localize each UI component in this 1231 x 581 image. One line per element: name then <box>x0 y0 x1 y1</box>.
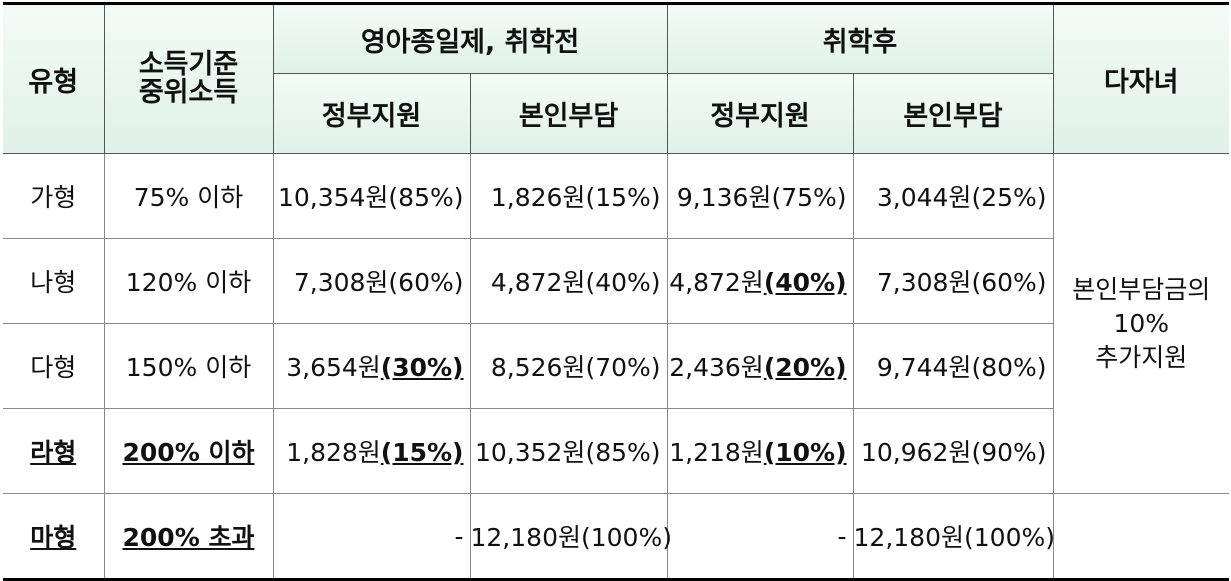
row-type: 다형 <box>3 323 105 409</box>
row-g1-gov: 1,828원(15%) <box>272 408 471 494</box>
row-g1-gov: 7,308원(60%) <box>272 238 471 324</box>
row-type: 마형 <box>3 493 105 580</box>
multi-child-empty <box>1052 493 1230 580</box>
header-group-preschool: 영아종일제, 취학전 <box>272 3 668 74</box>
row-type: 나형 <box>3 238 105 324</box>
row-g2-self: 7,308원(60%) <box>852 238 1054 324</box>
row-g2-gov: - <box>666 493 854 580</box>
table-row: 가형 75% 이하 10,354원(85%) 1,826원(15%) 9,136… <box>3 153 1230 494</box>
row-g1-gov: 10,354원(85%) <box>272 153 471 239</box>
row-g2-gov: 4,872원(40%) <box>666 238 854 324</box>
row-g2-self: 10,962원(90%) <box>852 408 1054 494</box>
row-g1-gov: - <box>272 493 471 580</box>
row-type: 라형 <box>3 408 105 494</box>
row-g1-self: 8,526원(70%) <box>469 323 668 409</box>
header-g1-self: 본인부담 <box>469 73 668 154</box>
header-income: 소득기준 중위소득 <box>103 3 274 154</box>
row-income: 75% 이하 <box>103 153 274 239</box>
row-g1-self: 12,180원(100%) <box>469 493 672 580</box>
row-type: 가형 <box>3 153 105 239</box>
row-g2-self: 12,180원(100%) <box>852 493 1055 580</box>
row-g1-self: 1,826원(15%) <box>469 153 668 239</box>
multi-child-note: 본인부담금의 10% 추가지원 <box>1052 153 1230 494</box>
row-income: 150% 이하 <box>103 323 274 409</box>
row-g2-gov: 1,218원(10%) <box>666 408 854 494</box>
header-g2-gov: 정부지원 <box>666 73 854 154</box>
row-income: 200% 이하 <box>103 408 274 494</box>
header-multi-child: 다자녀 <box>1052 3 1230 154</box>
header-row-2: 정부지원 본인부담 정부지원 본인부담 <box>3 73 1229 154</box>
row-g1-self: 10,352원(85%) <box>469 408 668 494</box>
header-type: 유형 <box>3 3 105 154</box>
table-row: 나형 120% 이하 7,308원(60%) 4,872원(40%) 4,872… <box>3 238 1229 324</box>
row-income: 200% 초과 <box>103 493 274 580</box>
row-g2-self: 3,044원(25%) <box>852 153 1054 239</box>
support-table: 유형 소득기준 중위소득 영아종일제, 취학전 취학후 다자녀 정부지원 본인부담… <box>3 2 1230 581</box>
header-group-school: 취학후 <box>666 3 1054 74</box>
row-income: 120% 이하 <box>103 238 274 324</box>
header-row-1: 유형 소득기준 중위소득 영아종일제, 취학전 취학후 다자녀 <box>3 3 1230 154</box>
header-g2-self: 본인부담 <box>852 73 1054 154</box>
table-row: 마형 200% 초과 - 12,180원(100%) - 12,180원(100… <box>3 493 1230 580</box>
row-g1-gov: 3,654원(30%) <box>272 323 471 409</box>
row-g1-self: 4,872원(40%) <box>469 238 668 324</box>
row-g2-gov: 9,136원(75%) <box>666 153 854 239</box>
header-g1-gov: 정부지원 <box>273 73 471 154</box>
table-row: 다형 150% 이하 3,654원(30%) 8,526원(70%) 2,436… <box>3 323 1229 409</box>
row-g2-self: 9,744원(80%) <box>852 323 1054 409</box>
table-row: 라형 200% 이하 1,828원(15%) 10,352원(85%) 1,21… <box>3 408 1229 494</box>
row-g2-gov: 2,436원(20%) <box>666 323 854 409</box>
